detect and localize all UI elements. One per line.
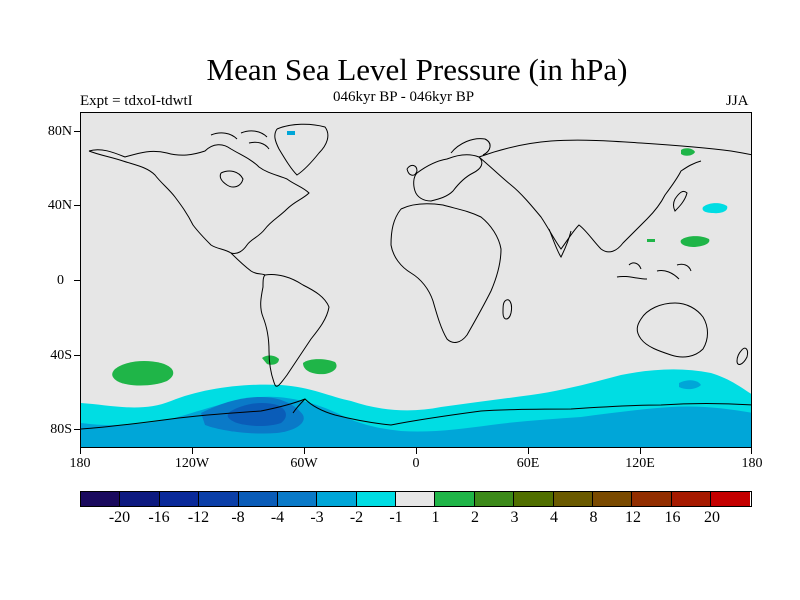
colorbar-swatch — [671, 492, 711, 506]
north-pacific-green-patch — [680, 236, 710, 247]
india-peninsula — [548, 228, 572, 258]
north-pacific-cyan-patch — [702, 203, 728, 214]
colorbar-label: 8 — [589, 509, 598, 526]
greenland-cyan-dot — [287, 131, 295, 135]
canadian-archipelago — [210, 130, 270, 150]
north-america-coast — [88, 144, 310, 254]
new-zealand — [736, 347, 748, 365]
colorbar-label: 3 — [510, 509, 519, 526]
colorbar-label: 4 — [550, 509, 558, 526]
colorbar-label: -3 — [310, 509, 324, 526]
madagascar — [502, 299, 512, 320]
antarctica-coast — [81, 398, 751, 430]
south-atlantic-green-patch — [303, 359, 337, 375]
australia-coast — [636, 302, 708, 358]
experiment-label: Expt = tdxoI-tdwtI — [80, 93, 193, 109]
lon-tick-mark — [192, 448, 193, 454]
coastlines — [81, 123, 751, 430]
lat-tick-mark — [74, 355, 80, 356]
colorbar-label: 16 — [664, 509, 681, 526]
lat-tick-label: 0 — [57, 273, 64, 288]
colorbar-swatch — [711, 492, 751, 506]
colorbar-swatch — [238, 492, 278, 506]
lon-tick-label: 0 — [412, 456, 420, 471]
map-svg — [81, 113, 751, 447]
period-label: 046kyr BP - 046kyr BP — [333, 89, 475, 105]
lat-tick-label: 40N — [47, 198, 72, 213]
colorbar-label: -16 — [148, 509, 170, 526]
lat-tick-mark — [74, 205, 80, 206]
colorbar-label: -4 — [270, 509, 285, 526]
colorbar-swatch — [553, 492, 593, 506]
map-plot-area — [80, 112, 752, 448]
hudson-bay — [219, 170, 244, 188]
japan — [673, 190, 688, 212]
colorbar-label: 20 — [704, 509, 720, 526]
colorbar-swatch — [435, 492, 475, 506]
lon-tick-mark — [416, 448, 417, 454]
lon-tick-mark — [751, 448, 752, 454]
lon-tick-mark — [80, 448, 81, 454]
colorbar-swatch — [199, 492, 239, 506]
south-america-coast — [260, 274, 330, 387]
lon-tick-label: 60W — [290, 456, 318, 471]
antarctic-peninsula — [292, 398, 306, 414]
colorbar-label: -20 — [108, 509, 131, 526]
colorbar-label: 2 — [471, 509, 479, 526]
lon-tick-label: 60E — [516, 456, 540, 471]
china-sea-green-dot — [647, 239, 655, 242]
lon-tick-label: 180 — [69, 456, 91, 471]
colorbar-label: 12 — [625, 509, 641, 526]
scandinavia-coast — [450, 138, 491, 156]
season-label: JJA — [726, 93, 749, 109]
lat-tick-mark — [74, 280, 80, 281]
lat-tick-label: 80N — [47, 124, 72, 139]
lon-tick-label: 120E — [625, 456, 655, 471]
colorbar-swatch — [159, 492, 200, 506]
south-pacific-green-patch — [112, 361, 174, 386]
colorbar-swatch — [81, 492, 121, 506]
colorbar — [80, 491, 752, 507]
map-title: Mean Sea Level Pressure (in hPa) — [206, 52, 628, 87]
europe-coast — [413, 154, 483, 202]
lat-tick-mark — [74, 429, 80, 430]
central-america-coast — [230, 252, 266, 276]
colorbar-swatch — [277, 492, 318, 506]
colorbar-label: -1 — [389, 509, 403, 526]
lat-tick-label: 80S — [50, 422, 72, 437]
lon-tick-mark — [528, 448, 529, 454]
patagonia-green-patch — [262, 355, 279, 365]
british-isles — [406, 164, 418, 176]
colorbar-label: -12 — [187, 509, 210, 526]
lon-tick-mark — [640, 448, 641, 454]
colorbar-swatch — [356, 492, 396, 506]
colorbar-swatch — [592, 492, 633, 506]
indonesia-islands — [616, 262, 692, 280]
pacific-blue-patch — [679, 380, 701, 390]
colorbar-swatch — [396, 492, 436, 506]
colorbar-label: -2 — [349, 509, 364, 526]
colorbar-label: 1 — [431, 509, 440, 526]
colorbar-swatch — [514, 492, 554, 506]
lon-tick-label: 180 — [741, 456, 763, 471]
colorbar-swatch — [317, 492, 357, 506]
colorbar-label: -8 — [231, 509, 245, 526]
colorbar-swatch — [120, 492, 160, 506]
lon-tick-mark — [304, 448, 305, 454]
africa-coast — [390, 203, 502, 343]
asia-coast — [478, 139, 751, 253]
lat-tick-mark — [74, 131, 80, 132]
lat-tick-label: 40S — [50, 348, 72, 363]
siberia-green-patch — [681, 148, 695, 156]
colorbar-swatch — [474, 492, 515, 506]
greenland-coast — [274, 123, 329, 176]
lon-tick-label: 120W — [174, 456, 210, 471]
colorbar-swatch — [632, 492, 672, 506]
